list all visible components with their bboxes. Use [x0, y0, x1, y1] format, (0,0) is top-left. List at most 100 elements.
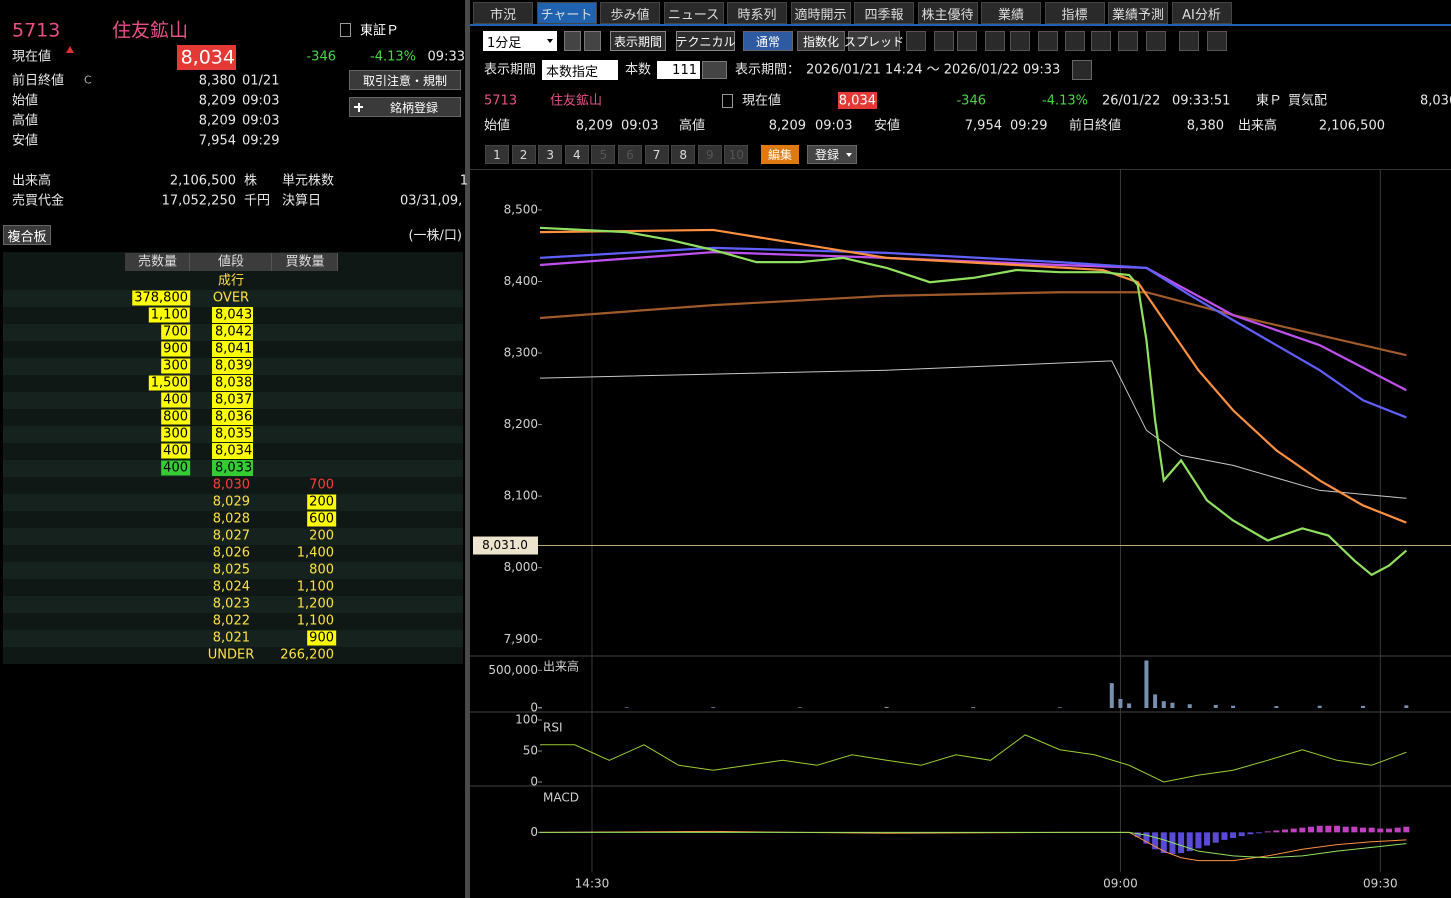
histogram-bar: [1212, 832, 1219, 843]
bid-price: 8,025: [212, 562, 250, 578]
histogram-bar: [1273, 830, 1280, 833]
bid-price: 8,028: [212, 511, 250, 527]
tab[interactable]: 四季報: [854, 2, 914, 24]
button[interactable]: テクニカル: [676, 31, 736, 51]
y-tick-label: 500,000: [488, 663, 538, 677]
series-line: [539, 246, 1407, 419]
page-button[interactable]: 5: [591, 145, 616, 164]
button[interactable]: 取引注意・規制: [349, 70, 461, 90]
volume-bar: [624, 707, 629, 708]
label: 前日終値: [1069, 118, 1122, 134]
histogram-bar: [1377, 828, 1384, 833]
tool-icon[interactable]: [985, 31, 1005, 51]
page-button[interactable]: 2: [511, 145, 536, 164]
tab[interactable]: 適時開示: [790, 2, 851, 24]
histogram-bar: [1316, 825, 1323, 833]
prev-button[interactable]: [564, 31, 581, 51]
page-button[interactable]: 9: [697, 145, 722, 164]
ask-qty: 900: [161, 341, 190, 357]
tab[interactable]: チャート: [536, 2, 597, 24]
histogram-bar: [1334, 825, 1341, 833]
change-pct: -4.13%: [370, 49, 416, 65]
over-label: OVER: [212, 290, 250, 306]
ask-price: 8,034: [215, 443, 253, 459]
tab[interactable]: AI分析: [1171, 2, 1232, 24]
tab-line: [470, 24, 1451, 26]
bid-qty: 200: [309, 528, 334, 544]
column-header: 値段: [217, 254, 245, 270]
tool-icon[interactable]: [1207, 31, 1227, 51]
page-button[interactable]: 10: [724, 145, 749, 164]
tool-icon[interactable]: [1038, 31, 1058, 51]
histogram-bar: [1342, 826, 1349, 833]
over-qty: 378,800: [132, 290, 190, 306]
mode-button[interactable]: 通常: [743, 31, 793, 51]
histogram-bar: [1230, 832, 1237, 838]
next-button[interactable]: [584, 31, 601, 51]
tool-icon[interactable]: [1010, 31, 1030, 51]
count-input[interactable]: 111: [657, 61, 700, 79]
reset-icon[interactable]: [1072, 60, 1092, 80]
ask-price: 8,035: [215, 426, 253, 442]
tab[interactable]: 業績: [981, 2, 1041, 24]
stock-name: 住友鉱山: [112, 19, 189, 42]
label: 高値: [12, 113, 39, 129]
histogram-bar: [1238, 832, 1245, 837]
ask-price: 8,043: [215, 307, 253, 323]
select[interactable]: 本数指定: [542, 60, 618, 80]
button[interactable]: 銘柄登録: [349, 97, 461, 117]
volume-bar: [884, 706, 889, 708]
page-button[interactable]: 7: [644, 145, 669, 164]
tab[interactable]: ニュース: [663, 2, 724, 24]
bid-price: 8,022: [212, 613, 250, 629]
tool-icon[interactable]: [957, 31, 977, 51]
volume-bar: [1144, 660, 1149, 708]
change: -346: [956, 93, 986, 109]
page-button[interactable]: 6: [618, 145, 642, 164]
y-tick-label: 8,100: [504, 489, 538, 503]
tool-icon[interactable]: [1118, 31, 1138, 51]
button[interactable]: 複合板: [3, 225, 51, 245]
label: 8,036: [1420, 93, 1451, 109]
histogram-bar: [1221, 832, 1228, 840]
button[interactable]: 登録: [807, 145, 857, 164]
tab[interactable]: 株主優待: [917, 2, 978, 24]
tab[interactable]: 歩み値: [600, 2, 660, 24]
label: 26/01/22: [1102, 93, 1161, 109]
tool-icon[interactable]: [1065, 31, 1085, 51]
mode-button[interactable]: スプレッド: [844, 31, 904, 51]
button[interactable]: 表示期間: [610, 31, 666, 51]
volume-bar: [1161, 701, 1166, 708]
page-button[interactable]: 8: [671, 145, 696, 164]
tab[interactable]: 業績予測: [1108, 2, 1168, 24]
ask-qty: 400: [161, 392, 190, 408]
volume-bar: [1404, 705, 1409, 708]
panel-divider: [465, 0, 470, 898]
tool-icon[interactable]: [1091, 31, 1111, 51]
tab[interactable]: 市況: [473, 2, 533, 24]
up-arrow: [66, 46, 74, 53]
market: 東証Ｐ: [360, 23, 400, 39]
select[interactable]: 1分足: [483, 31, 557, 51]
volume-bar: [711, 707, 716, 708]
label: 8,380: [1186, 118, 1224, 134]
page-button[interactable]: 3: [538, 145, 563, 164]
page-button[interactable]: 4: [564, 145, 589, 164]
tool-icon[interactable]: [1179, 31, 1199, 51]
tab[interactable]: 時系列: [727, 2, 787, 24]
tool-icon[interactable]: [1146, 31, 1166, 51]
mode-button[interactable]: 指数化: [797, 31, 845, 51]
tool-icon[interactable]: [934, 31, 954, 51]
series-line: [539, 360, 1407, 499]
spinner[interactable]: [702, 61, 727, 79]
change: -346: [306, 49, 336, 65]
label: 前日終値: [12, 73, 65, 89]
column-header: 売数量: [137, 254, 178, 270]
button[interactable]: 編集: [761, 145, 799, 164]
page-button[interactable]: 1: [485, 145, 509, 164]
tool-icon[interactable]: [906, 31, 926, 51]
tab[interactable]: 指標: [1044, 2, 1105, 24]
bid-qty: 200: [307, 494, 336, 510]
